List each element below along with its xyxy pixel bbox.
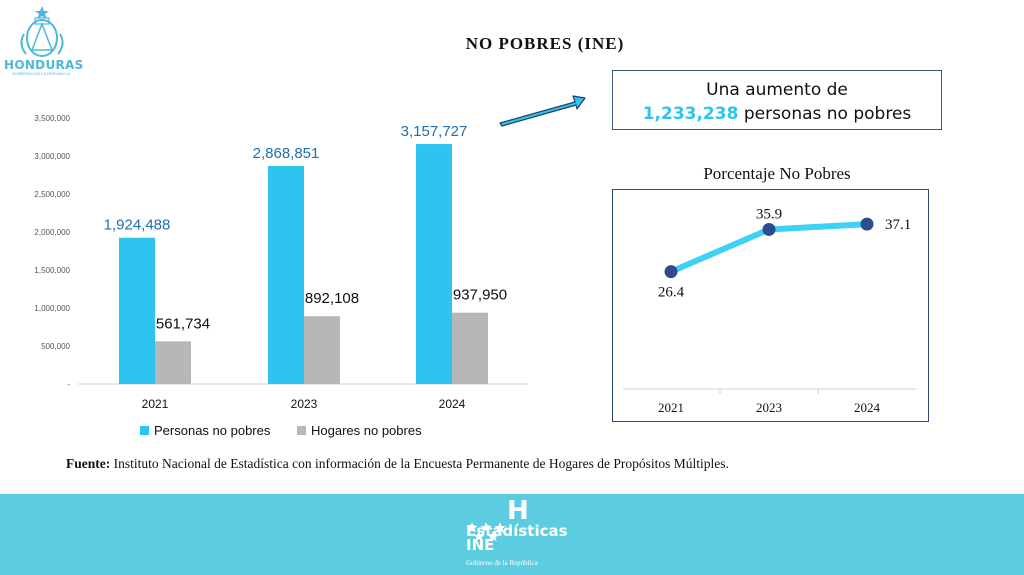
logo-subtitle: GOBIERNO DE LA REPÚBLICA [12, 71, 70, 76]
footer-brand-line2: INE [466, 536, 495, 554]
line-point [762, 222, 776, 236]
data-label-hogares: 937,950 [453, 287, 507, 304]
arrow-icon [499, 95, 586, 127]
source-note: Fuente: Instituto Nacional de Estadístic… [66, 456, 1006, 472]
honduras-coat-of-arms-logo [20, 6, 64, 57]
line-data-label: 35.9 [756, 206, 782, 222]
legend-label: Personas no pobres [154, 423, 271, 438]
callout-line2-text: personas no pobres [738, 104, 912, 124]
bar-personas [268, 165, 304, 384]
y-tick-label: - [67, 380, 70, 389]
data-label-hogares: 892,108 [305, 290, 359, 307]
line-point [860, 217, 874, 231]
y-tick-label: 2,500,000 [34, 190, 70, 199]
stars-icon [466, 522, 506, 542]
line-point [664, 265, 678, 279]
line-x-tick-label: 2024 [854, 400, 881, 415]
bar-personas [416, 144, 452, 384]
bar-personas [119, 237, 155, 384]
callout-line2: 1,233,238 personas no pobres [613, 102, 941, 126]
line-x-tick-label: 2021 [658, 400, 684, 415]
y-tick-label: 1,500,000 [34, 266, 70, 275]
bar-hogares [452, 312, 488, 384]
x-tick-label: 2024 [439, 397, 466, 411]
legend-label: Hogares no pobres [311, 423, 422, 438]
callout-number: 1,233,238 [642, 104, 739, 124]
callout-line1: Una aumento de [706, 80, 848, 100]
x-tick-label: 2023 [291, 397, 318, 411]
data-label-personas: 3,157,727 [401, 123, 468, 140]
data-label-personas: 2,868,851 [253, 145, 320, 162]
data-label-hogares: 561,734 [156, 315, 210, 332]
legend-swatch [140, 426, 149, 435]
line-data-label: 26.4 [658, 285, 685, 301]
line-x-tick-label: 2023 [756, 400, 782, 415]
x-tick-label: 2021 [142, 397, 169, 411]
footer-band [0, 494, 1024, 575]
source-text: Instituto Nacional de Estadística con in… [110, 456, 729, 471]
y-tick-label: 2,000,000 [34, 228, 70, 237]
source-label: Fuente: [66, 456, 111, 471]
y-tick-label: 500,000 [41, 342, 70, 351]
footer-subtitle: Gobierno de la República [466, 559, 538, 567]
footer-brand: Estadísticas INE [466, 522, 568, 554]
bar-hogares [155, 341, 191, 384]
page-title: NO POBRES (INE) [465, 34, 625, 53]
legend-swatch [297, 426, 306, 435]
y-tick-label: 3,500,000 [34, 114, 70, 123]
line-chart-frame [612, 189, 929, 422]
y-tick-label: 3,000,000 [34, 152, 70, 161]
logo-text: HONDURAS [4, 58, 84, 72]
data-label-personas: 1,924,488 [104, 217, 171, 234]
y-tick-label: 1,000,000 [34, 304, 70, 313]
increase-callout: Una aumento de 1,233,238 personas no pob… [612, 70, 942, 130]
line-chart: 26.4 35.9 37.1 2021 2023 2024 [623, 206, 916, 415]
bar-chart: - 500,000 1,000,000 1,500,000 2,000,000 2,500… [34, 114, 528, 438]
bar-hogares [304, 316, 340, 384]
footer-brand-line1: Estadísticas [466, 522, 568, 540]
line-data-label: 37.1 [885, 217, 911, 233]
footer-logo-letter: H [507, 496, 529, 526]
line-chart-title: Porcentaje No Pobres [703, 164, 851, 183]
